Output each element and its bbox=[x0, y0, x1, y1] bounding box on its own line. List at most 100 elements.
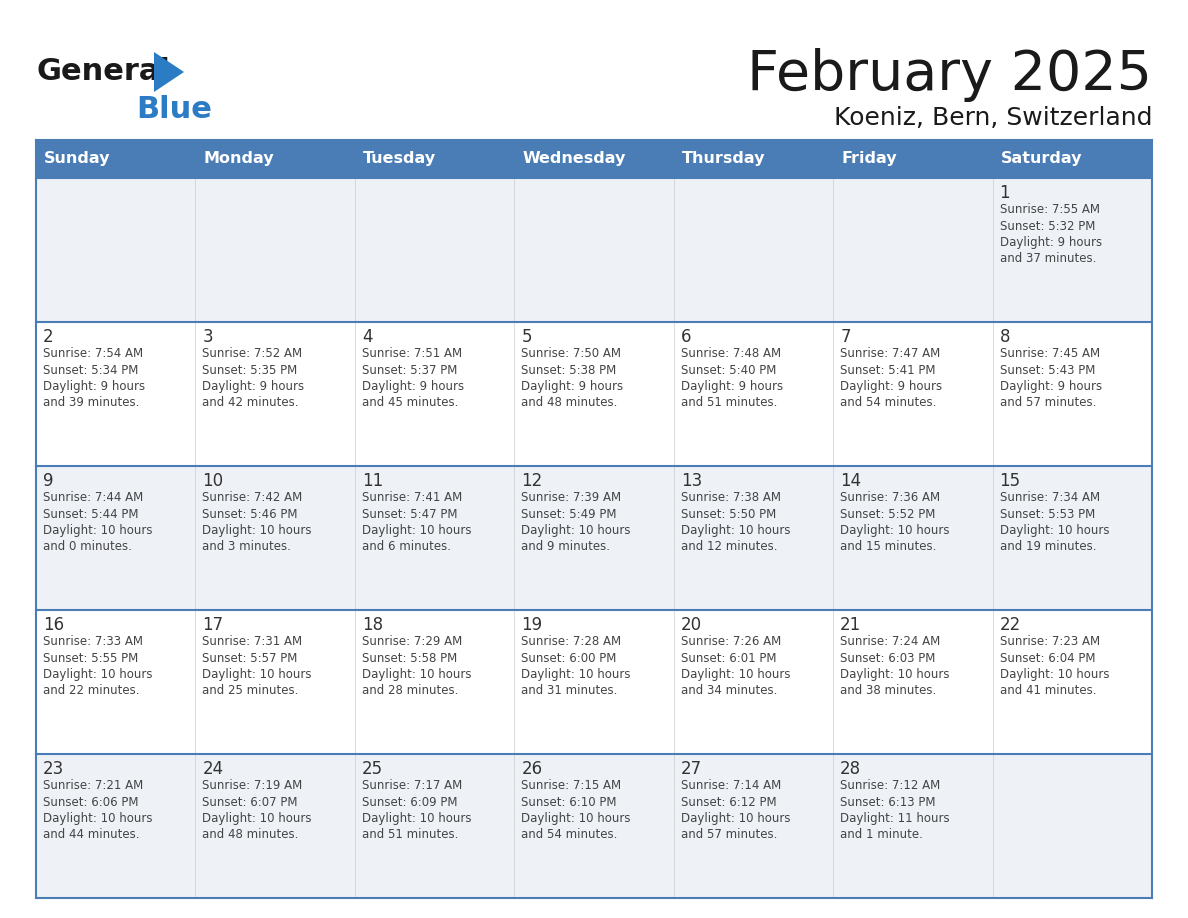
Text: 20: 20 bbox=[681, 616, 702, 634]
Text: Sunrise: 7:36 AM: Sunrise: 7:36 AM bbox=[840, 491, 940, 504]
Text: and 9 minutes.: and 9 minutes. bbox=[522, 541, 611, 554]
Text: Sunset: 5:47 PM: Sunset: 5:47 PM bbox=[362, 508, 457, 521]
Text: Sunset: 5:40 PM: Sunset: 5:40 PM bbox=[681, 364, 776, 376]
Text: 13: 13 bbox=[681, 472, 702, 490]
Text: and 19 minutes.: and 19 minutes. bbox=[999, 541, 1097, 554]
Bar bbox=[674, 140, 833, 178]
Text: Daylight: 10 hours: Daylight: 10 hours bbox=[522, 524, 631, 537]
Text: 22: 22 bbox=[999, 616, 1020, 634]
Text: 17: 17 bbox=[202, 616, 223, 634]
Bar bbox=[514, 140, 674, 178]
Text: Sunrise: 7:42 AM: Sunrise: 7:42 AM bbox=[202, 491, 303, 504]
Text: Daylight: 10 hours: Daylight: 10 hours bbox=[840, 668, 949, 681]
Text: and 12 minutes.: and 12 minutes. bbox=[681, 541, 777, 554]
Text: 5: 5 bbox=[522, 328, 532, 346]
Text: and 25 minutes.: and 25 minutes. bbox=[202, 685, 299, 698]
Text: and 51 minutes.: and 51 minutes. bbox=[681, 397, 777, 409]
Text: Daylight: 10 hours: Daylight: 10 hours bbox=[999, 524, 1110, 537]
Text: Sunrise: 7:15 AM: Sunrise: 7:15 AM bbox=[522, 779, 621, 792]
Text: and 38 minutes.: and 38 minutes. bbox=[840, 685, 936, 698]
Text: Daylight: 10 hours: Daylight: 10 hours bbox=[43, 812, 152, 825]
Text: and 39 minutes.: and 39 minutes. bbox=[43, 397, 139, 409]
Text: Thursday: Thursday bbox=[682, 151, 765, 166]
Text: Sunday: Sunday bbox=[44, 151, 110, 166]
Text: Daylight: 9 hours: Daylight: 9 hours bbox=[840, 380, 942, 393]
Text: and 34 minutes.: and 34 minutes. bbox=[681, 685, 777, 698]
Text: Sunset: 6:06 PM: Sunset: 6:06 PM bbox=[43, 796, 139, 809]
Text: 3: 3 bbox=[202, 328, 213, 346]
Text: Sunset: 5:44 PM: Sunset: 5:44 PM bbox=[43, 508, 139, 521]
Text: and 22 minutes.: and 22 minutes. bbox=[43, 685, 139, 698]
Text: Tuesday: Tuesday bbox=[362, 151, 436, 166]
Text: Sunrise: 7:52 AM: Sunrise: 7:52 AM bbox=[202, 347, 303, 360]
Bar bbox=[36, 178, 1152, 322]
Text: Sunset: 5:32 PM: Sunset: 5:32 PM bbox=[999, 219, 1095, 232]
Text: Daylight: 9 hours: Daylight: 9 hours bbox=[681, 380, 783, 393]
Text: Daylight: 10 hours: Daylight: 10 hours bbox=[362, 812, 472, 825]
Text: Sunrise: 7:23 AM: Sunrise: 7:23 AM bbox=[999, 635, 1100, 648]
Text: Daylight: 10 hours: Daylight: 10 hours bbox=[43, 668, 152, 681]
Text: Blue: Blue bbox=[135, 95, 211, 125]
Bar bbox=[833, 140, 992, 178]
Text: and 51 minutes.: and 51 minutes. bbox=[362, 829, 459, 842]
Bar bbox=[992, 140, 1152, 178]
Text: and 48 minutes.: and 48 minutes. bbox=[522, 397, 618, 409]
Bar bbox=[36, 754, 1152, 898]
Text: 18: 18 bbox=[362, 616, 383, 634]
Text: 10: 10 bbox=[202, 472, 223, 490]
Text: 1: 1 bbox=[999, 184, 1010, 202]
Text: Sunset: 5:38 PM: Sunset: 5:38 PM bbox=[522, 364, 617, 376]
Bar bbox=[36, 322, 1152, 466]
Text: Daylight: 10 hours: Daylight: 10 hours bbox=[202, 812, 312, 825]
Text: 8: 8 bbox=[999, 328, 1010, 346]
Text: Sunrise: 7:39 AM: Sunrise: 7:39 AM bbox=[522, 491, 621, 504]
Text: Sunrise: 7:24 AM: Sunrise: 7:24 AM bbox=[840, 635, 941, 648]
Text: Sunrise: 7:41 AM: Sunrise: 7:41 AM bbox=[362, 491, 462, 504]
Text: and 3 minutes.: and 3 minutes. bbox=[202, 541, 291, 554]
Text: Sunset: 5:34 PM: Sunset: 5:34 PM bbox=[43, 364, 138, 376]
Text: 16: 16 bbox=[43, 616, 64, 634]
Text: and 15 minutes.: and 15 minutes. bbox=[840, 541, 936, 554]
Text: Sunset: 5:52 PM: Sunset: 5:52 PM bbox=[840, 508, 935, 521]
Text: and 6 minutes.: and 6 minutes. bbox=[362, 541, 451, 554]
Text: 28: 28 bbox=[840, 760, 861, 778]
Text: 23: 23 bbox=[43, 760, 64, 778]
Text: Daylight: 10 hours: Daylight: 10 hours bbox=[999, 668, 1110, 681]
Bar bbox=[355, 140, 514, 178]
Text: Sunset: 6:13 PM: Sunset: 6:13 PM bbox=[840, 796, 936, 809]
Text: Sunrise: 7:19 AM: Sunrise: 7:19 AM bbox=[202, 779, 303, 792]
Text: Daylight: 9 hours: Daylight: 9 hours bbox=[362, 380, 465, 393]
Text: Sunrise: 7:33 AM: Sunrise: 7:33 AM bbox=[43, 635, 143, 648]
Text: Sunrise: 7:45 AM: Sunrise: 7:45 AM bbox=[999, 347, 1100, 360]
Text: and 54 minutes.: and 54 minutes. bbox=[522, 829, 618, 842]
Text: Sunset: 5:41 PM: Sunset: 5:41 PM bbox=[840, 364, 936, 376]
Text: Daylight: 10 hours: Daylight: 10 hours bbox=[202, 524, 312, 537]
Text: and 57 minutes.: and 57 minutes. bbox=[999, 397, 1097, 409]
Text: 21: 21 bbox=[840, 616, 861, 634]
Text: Sunrise: 7:51 AM: Sunrise: 7:51 AM bbox=[362, 347, 462, 360]
Text: and 31 minutes.: and 31 minutes. bbox=[522, 685, 618, 698]
Text: Daylight: 10 hours: Daylight: 10 hours bbox=[840, 524, 949, 537]
Bar bbox=[36, 140, 196, 178]
Text: Sunset: 6:07 PM: Sunset: 6:07 PM bbox=[202, 796, 298, 809]
Text: Daylight: 10 hours: Daylight: 10 hours bbox=[681, 668, 790, 681]
Text: Sunset: 5:55 PM: Sunset: 5:55 PM bbox=[43, 652, 138, 665]
Text: General: General bbox=[36, 58, 170, 86]
Text: and 37 minutes.: and 37 minutes. bbox=[999, 252, 1097, 265]
Text: Daylight: 10 hours: Daylight: 10 hours bbox=[43, 524, 152, 537]
Text: 19: 19 bbox=[522, 616, 543, 634]
Text: Sunrise: 7:47 AM: Sunrise: 7:47 AM bbox=[840, 347, 941, 360]
Text: Daylight: 9 hours: Daylight: 9 hours bbox=[999, 380, 1101, 393]
Text: Sunrise: 7:17 AM: Sunrise: 7:17 AM bbox=[362, 779, 462, 792]
Text: 4: 4 bbox=[362, 328, 372, 346]
Text: 25: 25 bbox=[362, 760, 383, 778]
Text: Sunset: 6:04 PM: Sunset: 6:04 PM bbox=[999, 652, 1095, 665]
Text: Wednesday: Wednesday bbox=[523, 151, 626, 166]
Text: 2: 2 bbox=[43, 328, 53, 346]
Polygon shape bbox=[154, 52, 184, 92]
Text: Sunset: 5:57 PM: Sunset: 5:57 PM bbox=[202, 652, 298, 665]
Text: Daylight: 9 hours: Daylight: 9 hours bbox=[202, 380, 304, 393]
Text: 12: 12 bbox=[522, 472, 543, 490]
Text: Sunset: 6:09 PM: Sunset: 6:09 PM bbox=[362, 796, 457, 809]
Text: Daylight: 10 hours: Daylight: 10 hours bbox=[362, 524, 472, 537]
